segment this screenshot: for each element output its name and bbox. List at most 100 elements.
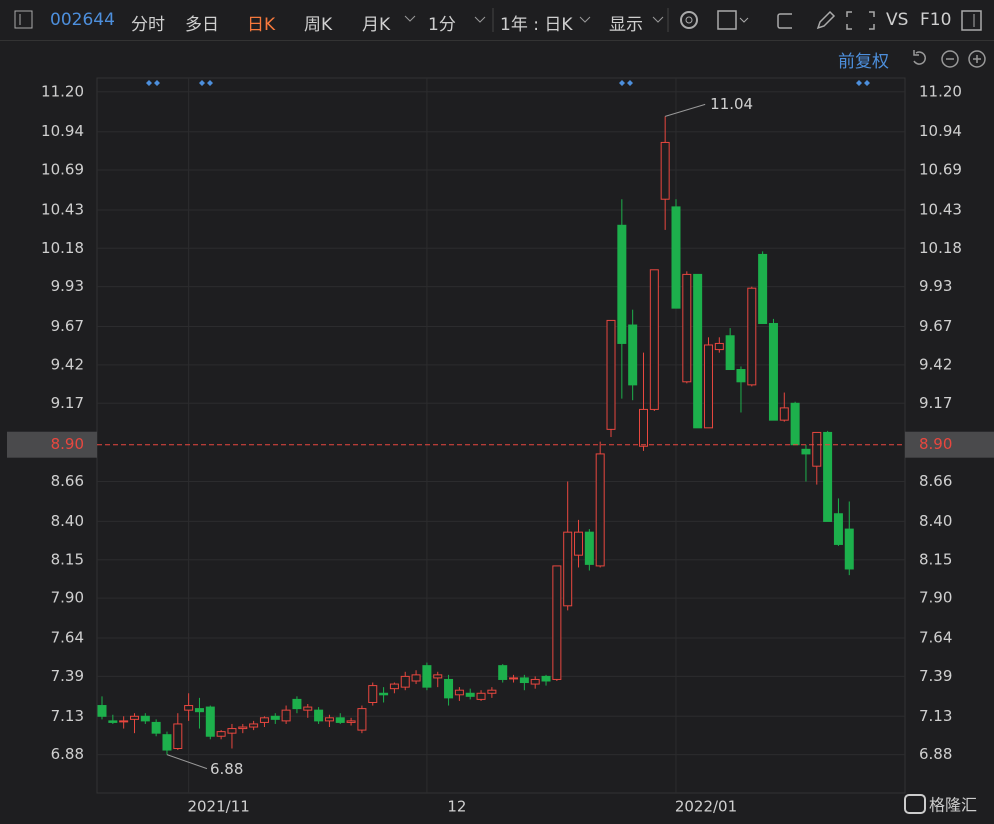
candle-body	[498, 665, 508, 680]
icon-set[interactable]	[806, 0, 896, 40]
candle-body	[530, 678, 540, 685]
watermark: 格隆汇	[904, 794, 977, 815]
candle-body	[227, 728, 237, 734]
candle-body	[400, 675, 410, 688]
y-tick-label-right: 7.64	[919, 629, 952, 647]
y-tick-label: 7.90	[51, 589, 84, 607]
candle-body	[368, 685, 378, 703]
last-price-box	[905, 431, 994, 458]
candle-body	[574, 531, 584, 556]
candle-body	[162, 734, 172, 751]
y-tick-label-right: 7.39	[919, 667, 952, 685]
candle-body	[238, 726, 248, 730]
candle-body	[758, 253, 768, 324]
y-tick-label: 8.40	[51, 512, 84, 530]
y-tick-label-right: 7.90	[919, 589, 952, 607]
plot-frame	[96, 77, 906, 794]
candle-body	[129, 715, 139, 720]
y-tick-label-right: 9.67	[919, 317, 952, 335]
y-tick-label-right: 9.17	[919, 394, 952, 412]
candle-body	[422, 665, 432, 688]
vs-button[interactable]: VS	[886, 10, 909, 30]
toolbar: 002644 分时 多日 日K 周K 月K 1分 1年 : 日K 显示 VS F…	[0, 0, 994, 41]
low-label: 6.88	[210, 760, 243, 778]
candle-body	[357, 708, 367, 731]
y-tick-label: 10.94	[41, 122, 84, 140]
candle-body	[714, 342, 724, 351]
tab[interactable]: 周K	[304, 15, 333, 35]
candle-body	[314, 709, 324, 722]
candle-body	[173, 723, 183, 750]
high-leader	[665, 103, 706, 117]
tab[interactable]: 月K	[362, 15, 391, 35]
event-markers	[146, 80, 870, 86]
candle-body	[151, 721, 161, 734]
y-tick-label-right: 7.13	[919, 707, 952, 725]
y-tick-label-right: 10.69	[919, 161, 962, 179]
candle-body	[617, 224, 627, 344]
y-tick-label: 7.64	[51, 629, 84, 647]
candle-body	[324, 717, 334, 722]
y-tick-label-right: 10.18	[919, 239, 962, 257]
candle-body	[259, 717, 269, 723]
candle-body	[216, 731, 226, 737]
candle-body	[335, 717, 345, 723]
candle-body	[454, 689, 464, 696]
period-select[interactable]: 1年 : 日K	[500, 15, 573, 35]
tab-active[interactable]: 日K	[247, 15, 276, 35]
f10-button[interactable]: F10	[920, 10, 952, 30]
watermark-text: 格隆汇	[929, 796, 977, 815]
candle-body	[812, 431, 822, 467]
y-tick-label: 9.42	[51, 355, 84, 373]
tab[interactable]: 多日	[185, 15, 219, 35]
y-tick-label: 9.17	[51, 394, 84, 412]
candle-body	[703, 344, 713, 429]
high-label: 11.04	[710, 95, 753, 113]
candle-body	[379, 692, 389, 696]
tab[interactable]: 1分	[428, 15, 456, 35]
y-tick-label-right: 10.43	[919, 200, 962, 218]
adjust-button[interactable]: 前复权	[838, 52, 889, 72]
candle-body	[736, 369, 746, 383]
candle-body	[682, 273, 692, 383]
candle-body	[628, 324, 638, 386]
candle-body	[108, 720, 118, 723]
y-tick-label-right: 8.66	[919, 472, 952, 490]
candle-body	[205, 706, 215, 737]
menu-icon[interactable]	[14, 10, 34, 30]
y-tick-label-right: 11.20	[919, 82, 962, 100]
toolbar-icons	[404, 8, 669, 32]
candle-body	[194, 708, 204, 713]
candle-body	[584, 531, 594, 565]
y-tick-label: 10.69	[41, 161, 84, 179]
y-tick-label-right: 9.93	[919, 277, 952, 295]
y-tick-label: 7.39	[51, 667, 84, 685]
icon-set[interactable]	[672, 0, 792, 40]
candle-body	[660, 141, 670, 200]
panel-icon[interactable]	[960, 9, 984, 33]
y-tick-label: 6.88	[51, 745, 84, 763]
candle-body	[411, 674, 421, 682]
stock-code[interactable]: 002644	[50, 10, 115, 30]
candle-body	[292, 698, 302, 710]
candle-body	[790, 402, 800, 446]
display-select[interactable]: 显示	[609, 15, 643, 35]
candle-body	[509, 677, 519, 680]
y-tick-label: 8.15	[51, 550, 84, 568]
zoom-icons[interactable]	[910, 47, 990, 71]
candle-body	[779, 407, 789, 421]
tab[interactable]: 分时	[131, 15, 165, 35]
y-tick-label: 10.18	[41, 239, 84, 257]
candle-body	[519, 677, 529, 684]
candle-body	[747, 287, 757, 386]
candle-body	[389, 683, 399, 690]
candle-body	[465, 692, 475, 697]
candle-body	[346, 720, 356, 723]
candle-body	[119, 720, 129, 723]
y-tick-label: 9.93	[51, 277, 84, 295]
candle-body	[649, 269, 659, 410]
candle-body	[595, 453, 605, 567]
low-leader	[166, 754, 208, 770]
candle-body	[184, 705, 194, 711]
